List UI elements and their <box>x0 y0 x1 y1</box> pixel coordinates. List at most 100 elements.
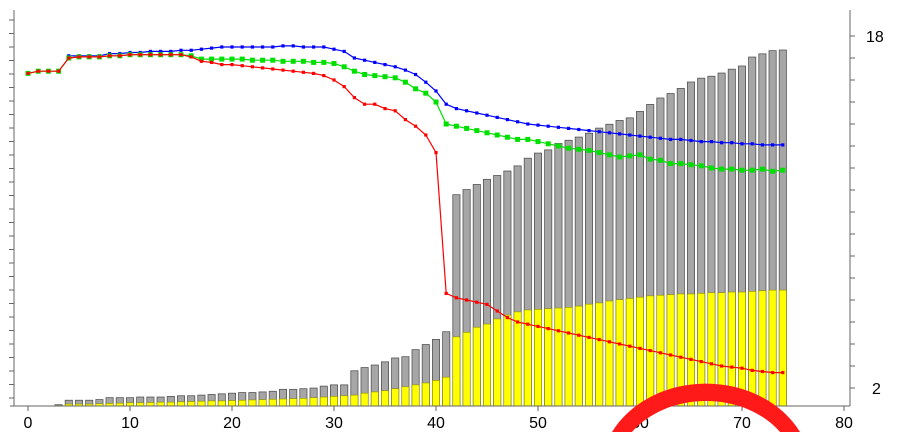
red-series-point <box>648 349 652 353</box>
red-series-point <box>210 60 214 64</box>
blue-series-point <box>495 115 499 119</box>
red-series-point <box>444 291 448 295</box>
yellow-bar <box>758 290 767 407</box>
yellow-bar <box>238 399 247 407</box>
red-series-point <box>363 102 367 106</box>
blue-series-point <box>199 47 203 51</box>
red-series-point <box>740 366 744 370</box>
green-series-point <box>402 79 408 85</box>
green-series-point <box>382 74 388 80</box>
yellow-bar <box>228 400 236 407</box>
red-series-point <box>148 53 152 57</box>
yellow-bar <box>544 308 553 407</box>
x-tick-label: 20 <box>223 415 241 432</box>
yellow-bar <box>574 305 583 407</box>
green-series-point <box>637 152 643 158</box>
red-series-point <box>301 70 305 74</box>
blue-series-point <box>536 123 540 127</box>
red-series-point <box>567 331 571 335</box>
green-series-point <box>525 136 531 142</box>
green-series-point <box>300 58 306 64</box>
yellow-bar <box>156 401 165 407</box>
green-series-point <box>759 166 765 172</box>
blue-series-point <box>352 56 356 60</box>
red-series-point <box>36 69 40 73</box>
green-series-point <box>290 58 296 64</box>
red-series-point <box>709 362 713 366</box>
blue-series-point <box>648 135 652 139</box>
blue-series-point <box>689 138 693 143</box>
blue-series-point <box>424 80 428 84</box>
blue-series-point <box>434 89 438 93</box>
blue-series-point <box>760 143 764 147</box>
green-series-point <box>504 134 510 140</box>
yellow-bar <box>197 400 206 407</box>
red-series-point <box>546 327 550 331</box>
x-tick-label: 30 <box>325 415 343 432</box>
green-series-point <box>688 162 694 168</box>
green-series-point <box>443 121 449 127</box>
red-series-point <box>261 66 265 70</box>
yellow-bar <box>768 289 777 407</box>
blue-series-point <box>699 140 703 144</box>
red-series-point <box>679 355 683 359</box>
green-series-point <box>229 56 235 62</box>
green-series-point <box>198 56 204 62</box>
blue-series-point <box>454 107 458 111</box>
blue-series-point <box>179 48 183 52</box>
red-series-point <box>220 63 224 67</box>
blue-series-point <box>322 45 326 49</box>
red-series-point <box>475 300 479 304</box>
blue-series-point <box>587 129 591 133</box>
red-series-point <box>179 53 183 57</box>
red-series-point <box>771 371 775 375</box>
blue-series-point <box>577 127 581 132</box>
blue-series-point <box>301 45 305 49</box>
blue-series-point <box>291 44 295 48</box>
yellow-bar <box>421 382 430 407</box>
blue-series-point <box>567 126 571 130</box>
red-series-point <box>434 151 438 155</box>
blue-series-point <box>393 65 397 69</box>
yellow-bar <box>442 376 451 407</box>
yellow-bar <box>411 384 420 407</box>
green-series-point <box>647 156 653 162</box>
yellow-bar <box>585 303 593 407</box>
green-series-point <box>739 167 745 173</box>
blue-series-point <box>169 49 173 53</box>
green-series-point <box>433 99 439 105</box>
yellow-bar <box>309 397 318 407</box>
red-series-point <box>424 133 428 137</box>
blue-series-point <box>220 45 224 49</box>
blue-series-point <box>618 132 622 136</box>
yellow-bar <box>656 294 665 407</box>
blue-series-point <box>607 131 611 135</box>
yellow-bar <box>605 300 614 407</box>
red-series-point <box>638 346 642 350</box>
blue-series-point <box>750 142 754 146</box>
yellow-bar <box>503 314 512 407</box>
red-series-point <box>669 353 673 357</box>
green-series-point <box>719 166 725 172</box>
green-series-point <box>331 61 337 66</box>
blue-series-point <box>383 63 387 67</box>
blue-series-point <box>709 140 713 144</box>
blue-series-point <box>281 44 285 48</box>
red-series-point <box>67 56 71 60</box>
x-tick-label: 50 <box>529 415 547 432</box>
green-series-point <box>668 161 674 167</box>
red-arc-overlay <box>612 383 800 432</box>
red-series-point <box>781 371 785 375</box>
yellow-bar <box>299 398 308 407</box>
green-series-point <box>464 125 470 131</box>
red-series-point <box>87 55 91 59</box>
blue-series-point <box>414 72 418 77</box>
red-series-point <box>720 364 724 368</box>
yellow-bar <box>564 307 573 407</box>
blue-series-point <box>628 133 632 137</box>
red-series-point <box>454 296 458 300</box>
yellow-bar <box>513 311 522 407</box>
red-series-point <box>495 309 499 313</box>
green-series-point <box>249 57 255 63</box>
